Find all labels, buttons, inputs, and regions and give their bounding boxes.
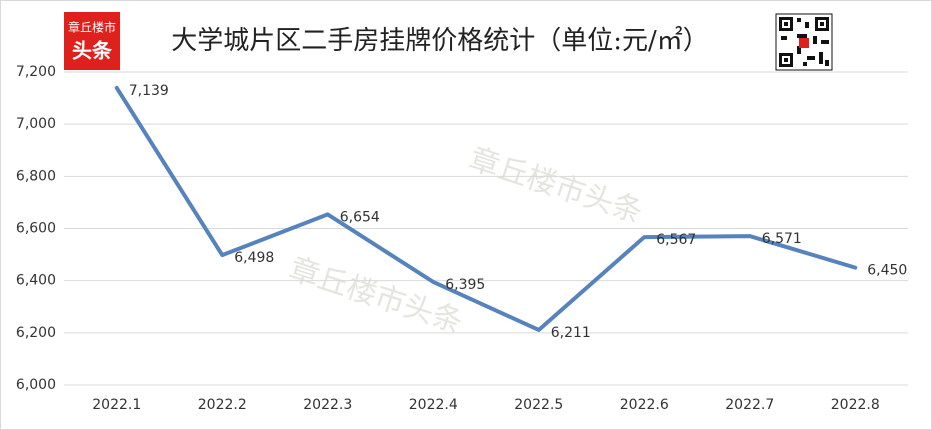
x-tick-label: 2022.2 bbox=[198, 397, 247, 413]
data-label: 6,450 bbox=[867, 263, 907, 279]
data-label: 6,211 bbox=[551, 325, 591, 341]
y-tick-label: 6,800 bbox=[16, 168, 56, 184]
x-tick-label: 2022.7 bbox=[725, 397, 774, 413]
y-tick-label: 6,400 bbox=[16, 273, 56, 289]
data-label: 6,654 bbox=[340, 209, 380, 225]
y-tick-label: 6,600 bbox=[16, 221, 56, 237]
data-label: 6,395 bbox=[445, 277, 485, 293]
data-label: 6,571 bbox=[762, 231, 802, 247]
logo-text: 章丘楼市 bbox=[68, 20, 116, 35]
data-line bbox=[114, 85, 858, 332]
logo-text: 头条 bbox=[72, 39, 113, 63]
y-tick-label: 6,200 bbox=[16, 325, 56, 341]
y-tick-label: 7,000 bbox=[16, 116, 56, 132]
qr-code bbox=[775, 13, 833, 71]
x-tick-label: 2022.6 bbox=[620, 397, 669, 413]
y-tick-label: 6,000 bbox=[16, 377, 56, 393]
logo bbox=[64, 12, 120, 70]
data-label: 6,567 bbox=[656, 232, 696, 248]
x-tick-label: 2022.1 bbox=[92, 397, 141, 413]
x-tick-label: 2022.3 bbox=[303, 397, 352, 413]
data-label: 7,139 bbox=[129, 83, 169, 99]
chart-title: 大学城片区二手房挂牌价格统计（单位:元/㎡） bbox=[171, 26, 709, 56]
x-tick-label: 2022.4 bbox=[409, 397, 458, 413]
y-tick-label: 7,200 bbox=[16, 64, 56, 80]
x-tick-label: 2022.8 bbox=[831, 397, 880, 413]
data-label: 6,498 bbox=[234, 250, 274, 266]
x-tick-label: 2022.5 bbox=[514, 397, 563, 413]
